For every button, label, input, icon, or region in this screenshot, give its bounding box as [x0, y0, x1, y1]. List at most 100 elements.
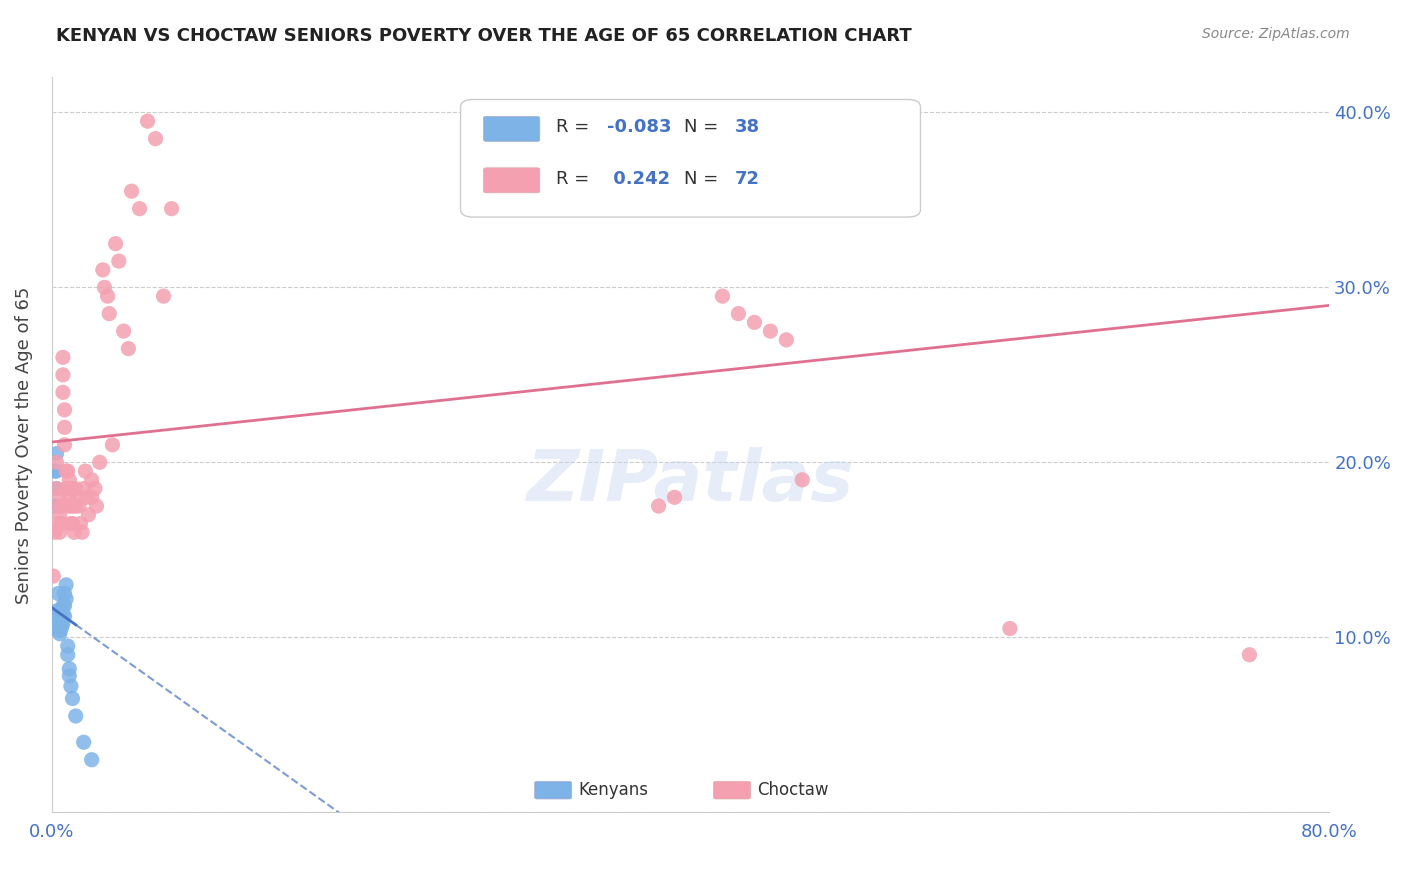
Choctaw: [52, 385, 75, 400]
Kenyans: [46, 622, 69, 636]
Choctaw: [48, 508, 70, 522]
Choctaw: [86, 499, 108, 513]
Choctaw: [69, 516, 91, 531]
Choctaw: [83, 482, 105, 496]
Text: R =: R =: [557, 169, 595, 188]
Choctaw: [108, 254, 131, 268]
Kenyans: [45, 464, 67, 478]
Choctaw: [775, 333, 797, 347]
Choctaw: [53, 438, 76, 452]
Choctaw: [101, 438, 124, 452]
Choctaw: [1239, 648, 1261, 662]
Text: -0.083: -0.083: [607, 119, 672, 136]
Kenyans: [48, 613, 70, 627]
Kenyans: [42, 622, 65, 636]
Choctaw: [62, 499, 84, 513]
Kenyans: [51, 604, 73, 618]
FancyBboxPatch shape: [534, 781, 572, 799]
Text: N =: N =: [685, 169, 724, 188]
Choctaw: [48, 525, 70, 540]
Kenyans: [53, 586, 76, 600]
Legend: , : ,: [688, 94, 744, 161]
Choctaw: [70, 525, 93, 540]
Choctaw: [63, 525, 86, 540]
Choctaw: [695, 158, 717, 172]
Choctaw: [93, 280, 115, 294]
Choctaw: [67, 499, 90, 513]
Choctaw: [664, 491, 686, 505]
Kenyans: [48, 616, 70, 631]
Kenyans: [58, 662, 80, 676]
Choctaw: [89, 455, 111, 469]
Kenyans: [48, 613, 70, 627]
Kenyans: [48, 620, 70, 634]
Choctaw: [53, 420, 76, 434]
Choctaw: [128, 202, 150, 216]
Choctaw: [73, 482, 96, 496]
Kenyans: [62, 691, 84, 706]
Kenyans: [45, 482, 67, 496]
Choctaw: [80, 491, 103, 505]
Text: 0.242: 0.242: [607, 169, 671, 188]
Choctaw: [42, 569, 65, 583]
Choctaw: [759, 324, 782, 338]
Choctaw: [55, 464, 77, 478]
Choctaw: [52, 368, 75, 382]
Kenyans: [52, 616, 75, 631]
Text: N =: N =: [685, 119, 724, 136]
Choctaw: [91, 263, 114, 277]
Kenyans: [51, 616, 73, 631]
FancyBboxPatch shape: [713, 781, 751, 799]
Choctaw: [55, 482, 77, 496]
Choctaw: [48, 491, 70, 505]
Kenyans: [52, 607, 75, 622]
Choctaw: [104, 236, 127, 251]
Kenyans: [59, 679, 82, 693]
Choctaw: [44, 525, 66, 540]
Choctaw: [53, 402, 76, 417]
Text: R =: R =: [557, 119, 595, 136]
Kenyans: [44, 499, 66, 513]
Choctaw: [727, 307, 749, 321]
Choctaw: [117, 342, 139, 356]
Choctaw: [76, 491, 98, 505]
Kenyans: [46, 613, 69, 627]
Choctaw: [145, 131, 167, 145]
Choctaw: [56, 464, 79, 478]
Choctaw: [65, 482, 87, 496]
Choctaw: [59, 516, 82, 531]
Kenyans: [44, 464, 66, 478]
Choctaw: [51, 499, 73, 513]
Choctaw: [136, 114, 159, 128]
Kenyans: [73, 735, 96, 749]
Choctaw: [77, 508, 100, 522]
Choctaw: [112, 324, 135, 338]
Choctaw: [152, 289, 174, 303]
Kenyans: [48, 626, 70, 640]
Choctaw: [58, 473, 80, 487]
Choctaw: [51, 516, 73, 531]
Choctaw: [121, 184, 143, 198]
Choctaw: [160, 202, 183, 216]
FancyBboxPatch shape: [484, 116, 540, 141]
Choctaw: [75, 464, 97, 478]
Kenyans: [55, 591, 77, 606]
FancyBboxPatch shape: [484, 168, 540, 193]
Kenyans: [48, 624, 70, 638]
Choctaw: [97, 289, 120, 303]
Choctaw: [65, 499, 87, 513]
Choctaw: [59, 499, 82, 513]
Kenyans: [55, 578, 77, 592]
Kenyans: [52, 599, 75, 613]
Text: Source: ZipAtlas.com: Source: ZipAtlas.com: [1202, 27, 1350, 41]
Kenyans: [80, 753, 103, 767]
Text: 72: 72: [735, 169, 761, 188]
Choctaw: [62, 516, 84, 531]
Kenyans: [53, 599, 76, 613]
Choctaw: [56, 499, 79, 513]
Choctaw: [998, 622, 1021, 636]
Kenyans: [65, 709, 87, 723]
Text: 38: 38: [735, 119, 761, 136]
Text: Choctaw: Choctaw: [756, 781, 828, 799]
Choctaw: [792, 473, 814, 487]
